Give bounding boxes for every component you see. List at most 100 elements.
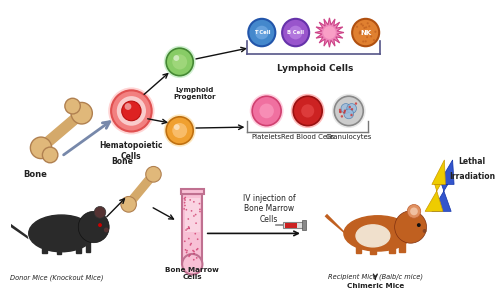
Circle shape [193,259,194,261]
Circle shape [364,40,367,42]
Circle shape [362,40,364,43]
Circle shape [184,205,186,206]
Circle shape [124,103,132,110]
Circle shape [190,243,192,244]
Circle shape [368,32,370,34]
Circle shape [186,250,188,251]
Text: Platelets: Platelets [252,135,282,140]
Text: Bone Marrow
Cells: Bone Marrow Cells [166,267,219,280]
Circle shape [193,215,195,217]
Circle shape [185,229,187,231]
Circle shape [289,26,302,39]
Circle shape [196,257,198,259]
Circle shape [291,94,324,128]
Circle shape [174,124,180,130]
Circle shape [374,31,376,33]
Circle shape [332,94,366,128]
Circle shape [197,248,198,250]
Circle shape [355,102,357,105]
Circle shape [196,249,198,251]
Circle shape [352,19,379,46]
Circle shape [186,252,188,253]
Bar [284,223,296,228]
Polygon shape [315,18,344,47]
Text: Lymphoid
Progenitor: Lymphoid Progenitor [173,87,216,100]
Circle shape [108,87,154,135]
Circle shape [260,104,274,118]
Circle shape [360,31,362,34]
Circle shape [71,102,92,124]
Text: Bone: Bone [23,170,46,179]
Text: Hematopoietic
Cells: Hematopoietic Cells [100,141,163,161]
Circle shape [111,90,152,131]
Circle shape [394,211,426,243]
Circle shape [370,35,372,37]
Circle shape [366,36,368,38]
Ellipse shape [28,215,94,252]
Circle shape [255,26,268,39]
Circle shape [78,211,109,243]
Circle shape [190,210,192,212]
Bar [282,222,304,228]
Bar [390,239,395,253]
Circle shape [172,123,187,138]
Circle shape [407,204,420,218]
Circle shape [184,202,186,204]
Polygon shape [425,160,446,211]
Circle shape [341,104,350,113]
Circle shape [344,109,354,119]
Bar [76,238,80,253]
Polygon shape [10,224,29,239]
Circle shape [293,96,322,126]
Circle shape [192,250,194,251]
Bar [356,239,362,253]
Circle shape [339,110,342,113]
Circle shape [348,106,351,108]
Bar [370,241,376,254]
Bar [125,171,157,208]
Circle shape [343,111,345,114]
Bar [86,237,90,251]
Text: Lethal: Lethal [458,157,485,166]
Text: Irradiation: Irradiation [449,172,495,181]
Circle shape [164,46,196,78]
Circle shape [362,25,364,27]
Text: T Cell: T Cell [254,30,270,35]
Circle shape [184,249,186,251]
Ellipse shape [356,225,390,247]
Circle shape [358,32,360,34]
Circle shape [184,208,185,210]
Circle shape [351,108,353,110]
Circle shape [368,25,370,27]
Circle shape [364,27,366,29]
Text: Red Blood Cells: Red Blood Cells [281,135,334,140]
Circle shape [340,111,342,113]
Polygon shape [432,160,454,211]
Circle shape [166,117,193,144]
Circle shape [194,233,196,235]
Circle shape [197,238,198,240]
Circle shape [172,55,187,70]
Circle shape [98,223,102,227]
Circle shape [250,94,284,128]
Circle shape [186,209,187,211]
Circle shape [182,254,203,275]
Circle shape [117,96,146,126]
Circle shape [65,98,80,114]
Circle shape [195,222,197,224]
Circle shape [248,19,276,46]
Text: NK: NK [360,30,372,36]
Text: B Cell: B Cell [287,30,304,35]
Circle shape [188,218,189,220]
Circle shape [188,228,190,229]
Circle shape [350,114,352,116]
Circle shape [422,229,426,233]
Circle shape [360,23,362,25]
Circle shape [366,22,369,24]
Circle shape [334,96,364,126]
Circle shape [188,255,190,257]
Circle shape [121,197,136,212]
Circle shape [42,147,58,163]
Text: Lymphoid Cells: Lymphoid Cells [277,64,353,73]
Circle shape [193,253,195,254]
